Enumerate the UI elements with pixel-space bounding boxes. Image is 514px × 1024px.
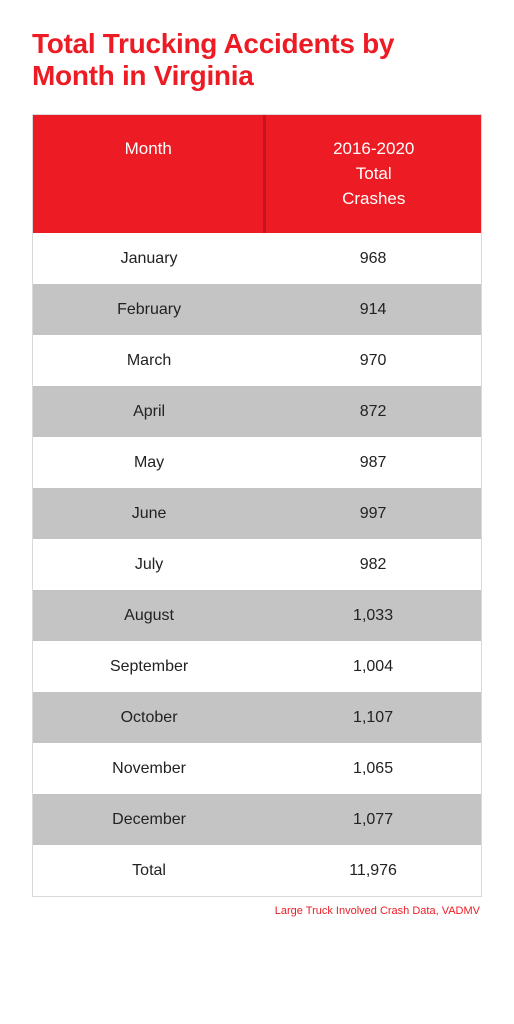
table-row: October1,107: [33, 692, 481, 743]
cell-month: Total: [33, 846, 265, 896]
table-row: November1,065: [33, 743, 481, 794]
col-header-crashes: 2016-2020 Total Crashes: [266, 115, 481, 233]
col-header-month: Month: [33, 115, 266, 233]
table-row: December1,077: [33, 794, 481, 845]
cell-value: 970: [265, 336, 481, 386]
page-title: Total Trucking Accidents by Month in Vir…: [32, 28, 482, 92]
cell-month: December: [33, 795, 265, 845]
table-header: Month 2016-2020 Total Crashes: [33, 115, 481, 233]
cell-value: 914: [265, 285, 481, 335]
cell-value: 11,976: [265, 846, 481, 896]
table-row: August1,033: [33, 590, 481, 641]
cell-value: 982: [265, 540, 481, 590]
cell-value: 1,033: [265, 591, 481, 641]
table-row: September1,004: [33, 641, 481, 692]
cell-value: 997: [265, 489, 481, 539]
cell-month: January: [33, 234, 265, 284]
table-row: March970: [33, 335, 481, 386]
table-row: April872: [33, 386, 481, 437]
source-citation: Large Truck Involved Crash Data, VADMV: [32, 905, 482, 917]
cell-value: 968: [265, 234, 481, 284]
cell-month: October: [33, 693, 265, 743]
cell-value: 1,065: [265, 744, 481, 794]
cell-month: November: [33, 744, 265, 794]
table-row: July982: [33, 539, 481, 590]
table-row: Total11,976: [33, 845, 481, 896]
table-row: June997: [33, 488, 481, 539]
cell-value: 987: [265, 438, 481, 488]
cell-month: May: [33, 438, 265, 488]
cell-month: July: [33, 540, 265, 590]
cell-value: 1,004: [265, 642, 481, 692]
cell-month: August: [33, 591, 265, 641]
accidents-table: Month 2016-2020 Total Crashes January968…: [32, 114, 482, 897]
cell-value: 872: [265, 387, 481, 437]
cell-value: 1,077: [265, 795, 481, 845]
cell-value: 1,107: [265, 693, 481, 743]
cell-month: April: [33, 387, 265, 437]
table-row: February914: [33, 284, 481, 335]
table-row: January968: [33, 233, 481, 284]
cell-month: February: [33, 285, 265, 335]
cell-month: March: [33, 336, 265, 386]
table-body: January968February914March970April872May…: [33, 233, 481, 896]
cell-month: June: [33, 489, 265, 539]
table-row: May987: [33, 437, 481, 488]
cell-month: September: [33, 642, 265, 692]
